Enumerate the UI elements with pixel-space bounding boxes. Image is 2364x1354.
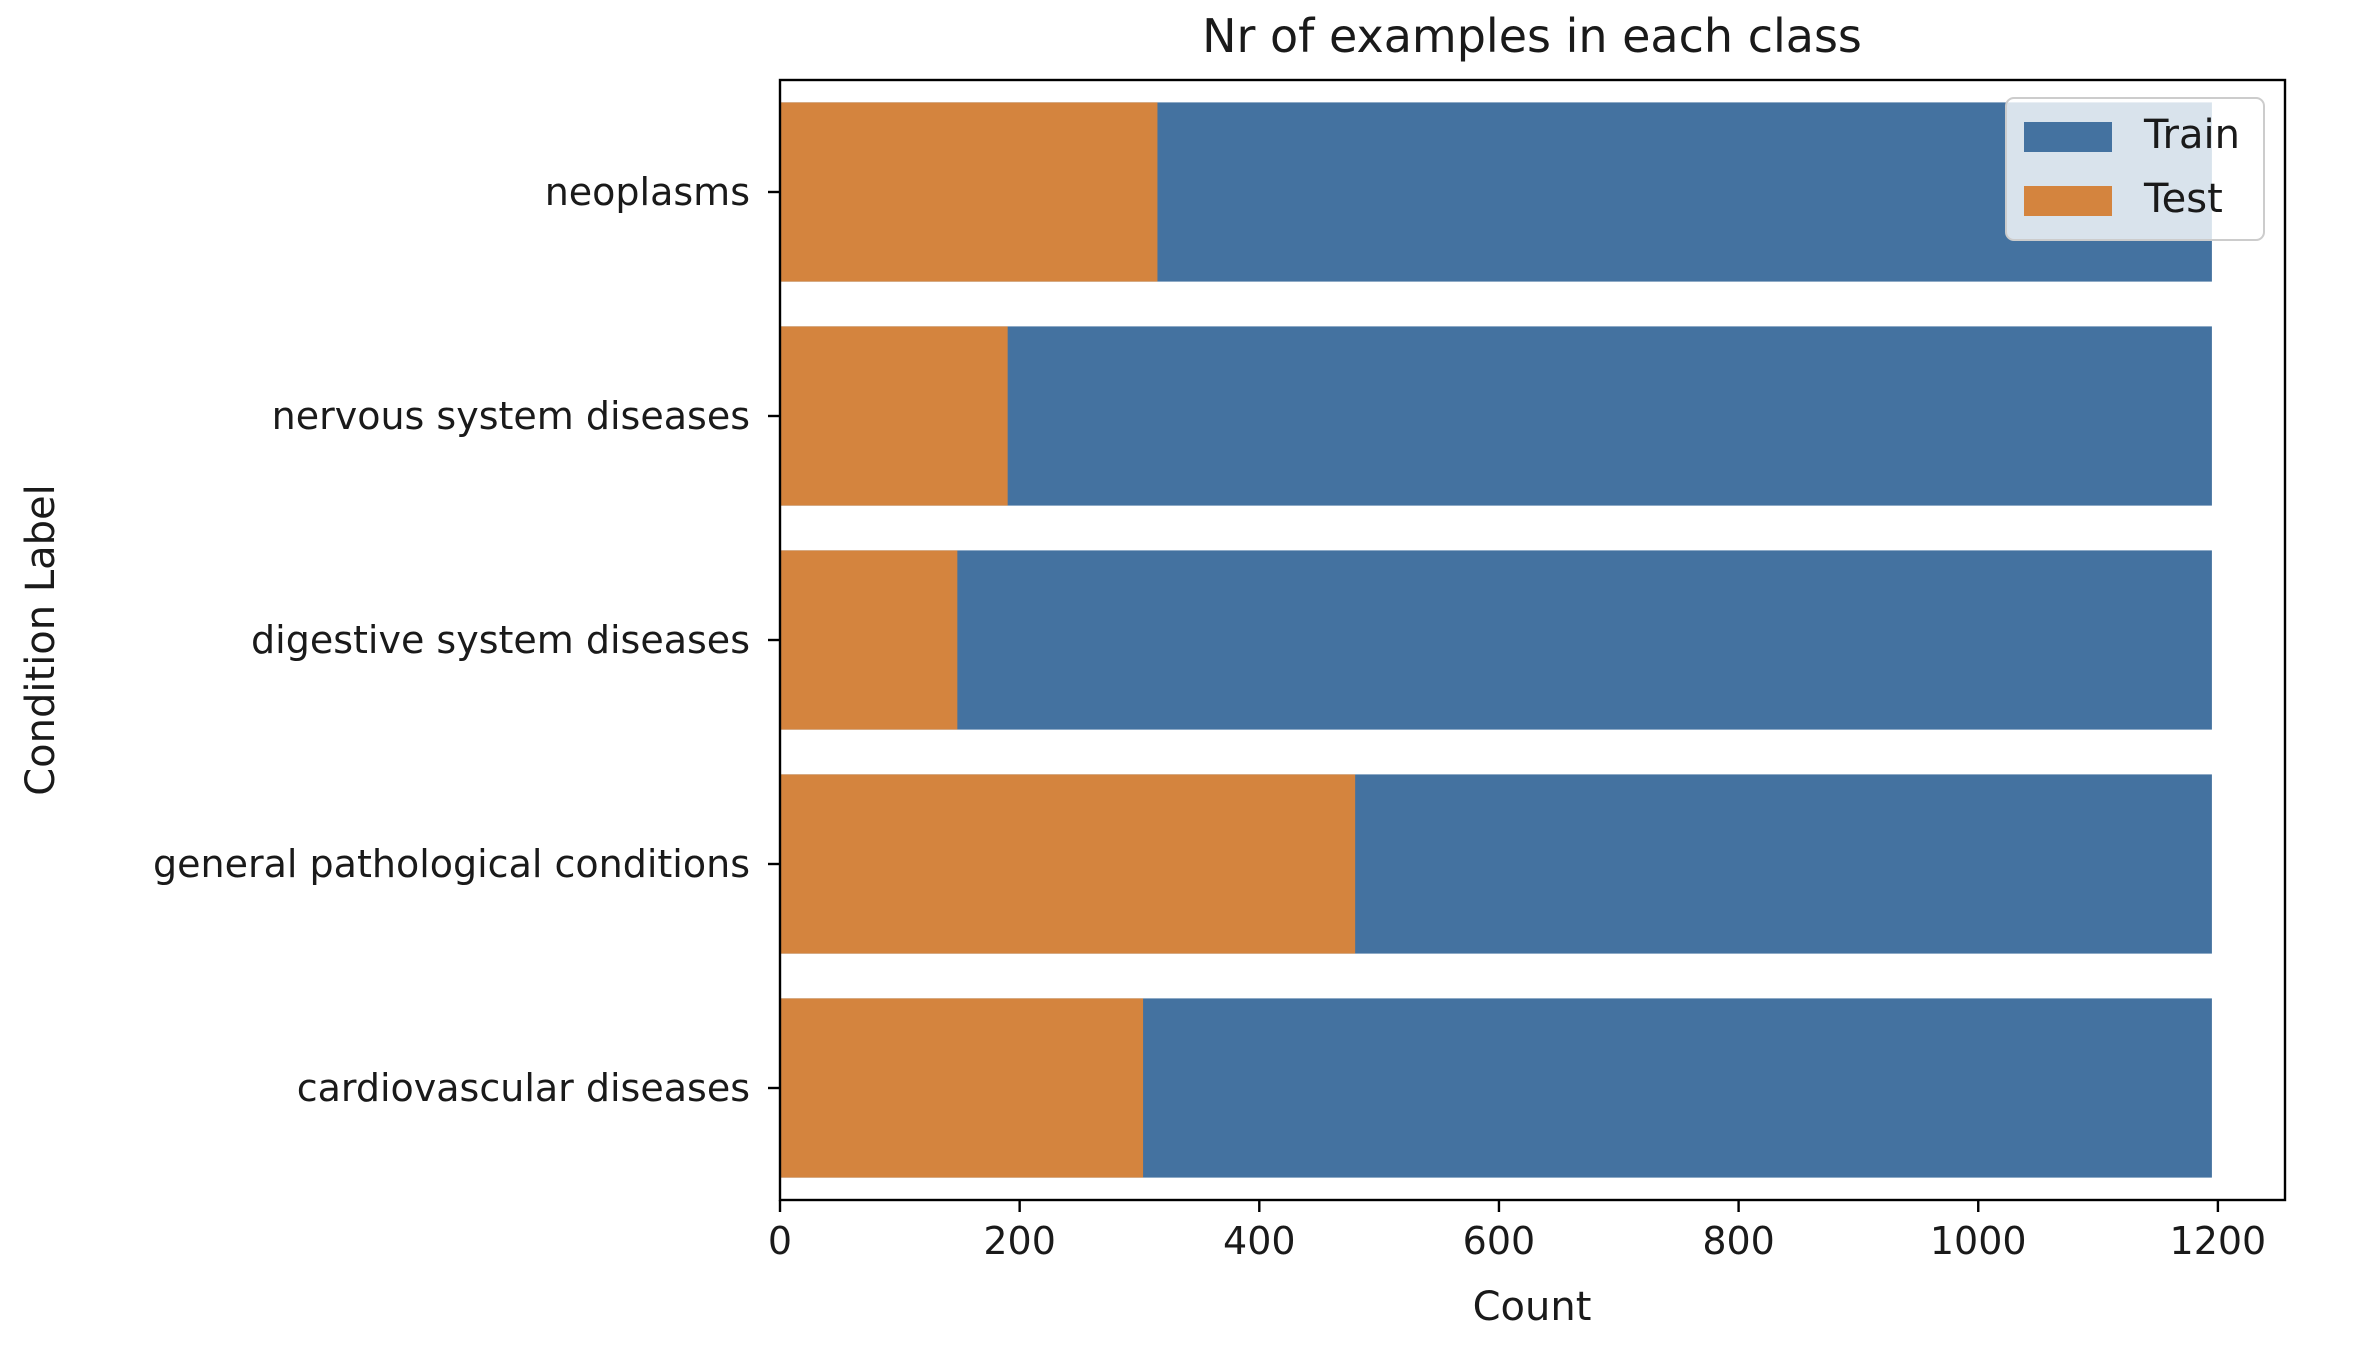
x-tick-label: 800 <box>1702 1219 1775 1263</box>
legend-label-test: Test <box>2143 176 2223 222</box>
x-axis-ticks: 0 200 400 600 800 1000 1200 <box>768 1200 2266 1263</box>
bar-train-nervous-system-diseases <box>780 326 2212 506</box>
bar-test-digestive-system-diseases <box>780 550 958 730</box>
y-axis-label: Condition Label <box>18 484 64 796</box>
y-tick-label: digestive system diseases <box>251 618 750 662</box>
x-tick-label: 0 <box>768 1219 792 1263</box>
x-tick-label: 600 <box>1463 1219 1536 1263</box>
bar-test-general-pathological-conditions <box>780 774 1356 954</box>
x-tick-label: 400 <box>1223 1219 1296 1263</box>
legend-swatch-train <box>2024 122 2112 152</box>
legend-swatch-test <box>2024 186 2112 216</box>
bars <box>780 102 2212 1178</box>
y-tick-label: neoplasms <box>545 170 750 214</box>
bar-test-neoplasms <box>780 102 1158 282</box>
bar-train-digestive-system-diseases <box>780 550 2212 730</box>
chart-title: Nr of examples in each class <box>1202 9 1862 63</box>
x-tick-label: 200 <box>983 1219 1056 1263</box>
y-tick-label: cardiovascular diseases <box>297 1066 750 1110</box>
legend: Train Test <box>2005 97 2265 241</box>
x-axis-label: Count <box>1473 1284 1592 1330</box>
y-tick-label: nervous system diseases <box>272 394 750 438</box>
x-tick-label: 1200 <box>2170 1219 2267 1263</box>
y-axis-ticks: neoplasms nervous system diseases digestiv… <box>153 170 780 1110</box>
x-tick-label: 1000 <box>1930 1219 2027 1263</box>
legend-label-train: Train <box>2143 112 2240 158</box>
bar-test-nervous-system-diseases <box>780 326 1008 506</box>
y-tick-label: general pathological conditions <box>153 842 750 886</box>
bar-test-cardiovascular-diseases <box>780 998 1144 1178</box>
